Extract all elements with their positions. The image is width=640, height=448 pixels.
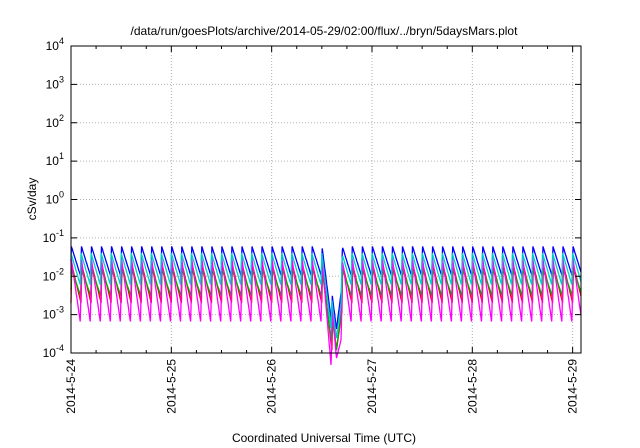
x-axis-label: Coordinated Universal Time (UTC) <box>232 431 416 445</box>
series-line <box>70 246 582 330</box>
y-axis-label: cSv/day <box>25 178 39 221</box>
series-line <box>70 252 582 339</box>
x-tick-label: 2014-5-26 <box>265 359 279 414</box>
x-tick-label: 2014-5-25 <box>164 359 178 414</box>
x-axis: 2014-5-24 2014-5-25 2014-5-26 2014-5-27 2014… <box>64 46 580 414</box>
series-layer <box>70 246 582 365</box>
x-tick-label: 2014-5-27 <box>365 359 379 414</box>
series-line <box>70 259 582 365</box>
y-tick-label: 10-4 <box>43 343 64 360</box>
y-tick-label: 10-2 <box>43 266 64 283</box>
y-tick-label: 10-3 <box>43 305 64 322</box>
x-tick-label: 2014-5-28 <box>465 359 479 414</box>
y-tick-label: 104 <box>46 36 64 53</box>
y-tick-label: 101 <box>46 151 64 168</box>
y-tick-label: 10-1 <box>43 228 64 245</box>
chart-title: /data/run/goesPlots/archive/2014-05-29/0… <box>131 24 519 38</box>
y-tick-label: 102 <box>46 113 64 130</box>
y-tick-label: 100 <box>46 190 64 207</box>
x-tick-label: 2014-5-24 <box>64 359 78 414</box>
y-axis: 10-4 10-3 10-2 10-1 100 101 102 103 104 <box>43 36 581 360</box>
y-tick-label: 103 <box>46 74 64 91</box>
x-tick-label: 2014-5-29 <box>566 359 580 414</box>
